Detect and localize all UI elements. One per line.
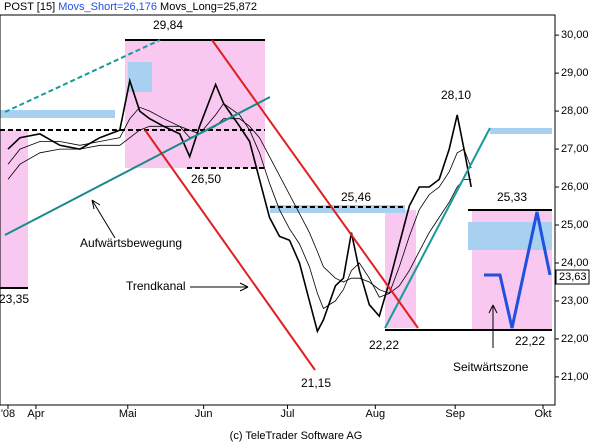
y-tick-label: 22,00 (561, 333, 589, 345)
y-tick-label: 21,00 (561, 371, 589, 383)
level-label: 22,22 (515, 334, 545, 348)
last-price-label: 23,63 (559, 271, 587, 283)
footer: (c) TeleTrader Software AG (230, 430, 363, 442)
y-tick-label: 24,00 (561, 257, 589, 269)
header: POST [15] Movs_Short=26,176 Movs_Long=25… (4, 1, 257, 13)
annotation: Aufwärtsbewegung (80, 236, 182, 250)
y-tick-label: 26,00 (561, 181, 589, 193)
y-tick-label: 23,00 (561, 295, 589, 307)
annotation: Seitwärtszone (453, 360, 529, 374)
annotation: Trendkanal (126, 279, 186, 293)
x-tick-label: Jun (195, 408, 213, 420)
level-label: 25,33 (497, 190, 527, 204)
x-tick-label: Jul (280, 408, 294, 420)
level-label: 21,15 (301, 376, 331, 390)
level-label: 29,84 (153, 18, 183, 32)
frame (0, 14, 556, 406)
drawings (0, 39, 552, 371)
x-tick-label: Sep (445, 408, 465, 420)
y-tick-label: 25,00 (561, 219, 589, 231)
level-label: 26,50 (191, 172, 221, 186)
x-tick-label: Aug (366, 408, 386, 420)
y-tick-label: 28,00 (561, 105, 589, 117)
level-label: 25,46 (341, 190, 371, 204)
zones (0, 40, 552, 330)
y-tick-label: 27,00 (561, 143, 589, 155)
level-label: 28,10 (441, 88, 471, 102)
x-tick-label: Apr (27, 408, 44, 420)
x-tick-label: Okt (534, 408, 551, 420)
price-line (7, 102, 472, 310)
price-line (7, 77, 472, 334)
y-tick-label: 29,00 (561, 67, 589, 79)
level-label: 22,22 (369, 338, 399, 352)
x-tick-label: Mai (119, 408, 137, 420)
price-line (7, 118, 472, 294)
x-tick-label: '08 (1, 408, 15, 420)
y-tick-label: 30,00 (561, 29, 589, 41)
last-price-box (555, 269, 590, 285)
level-label: 23,35 (0, 292, 29, 306)
